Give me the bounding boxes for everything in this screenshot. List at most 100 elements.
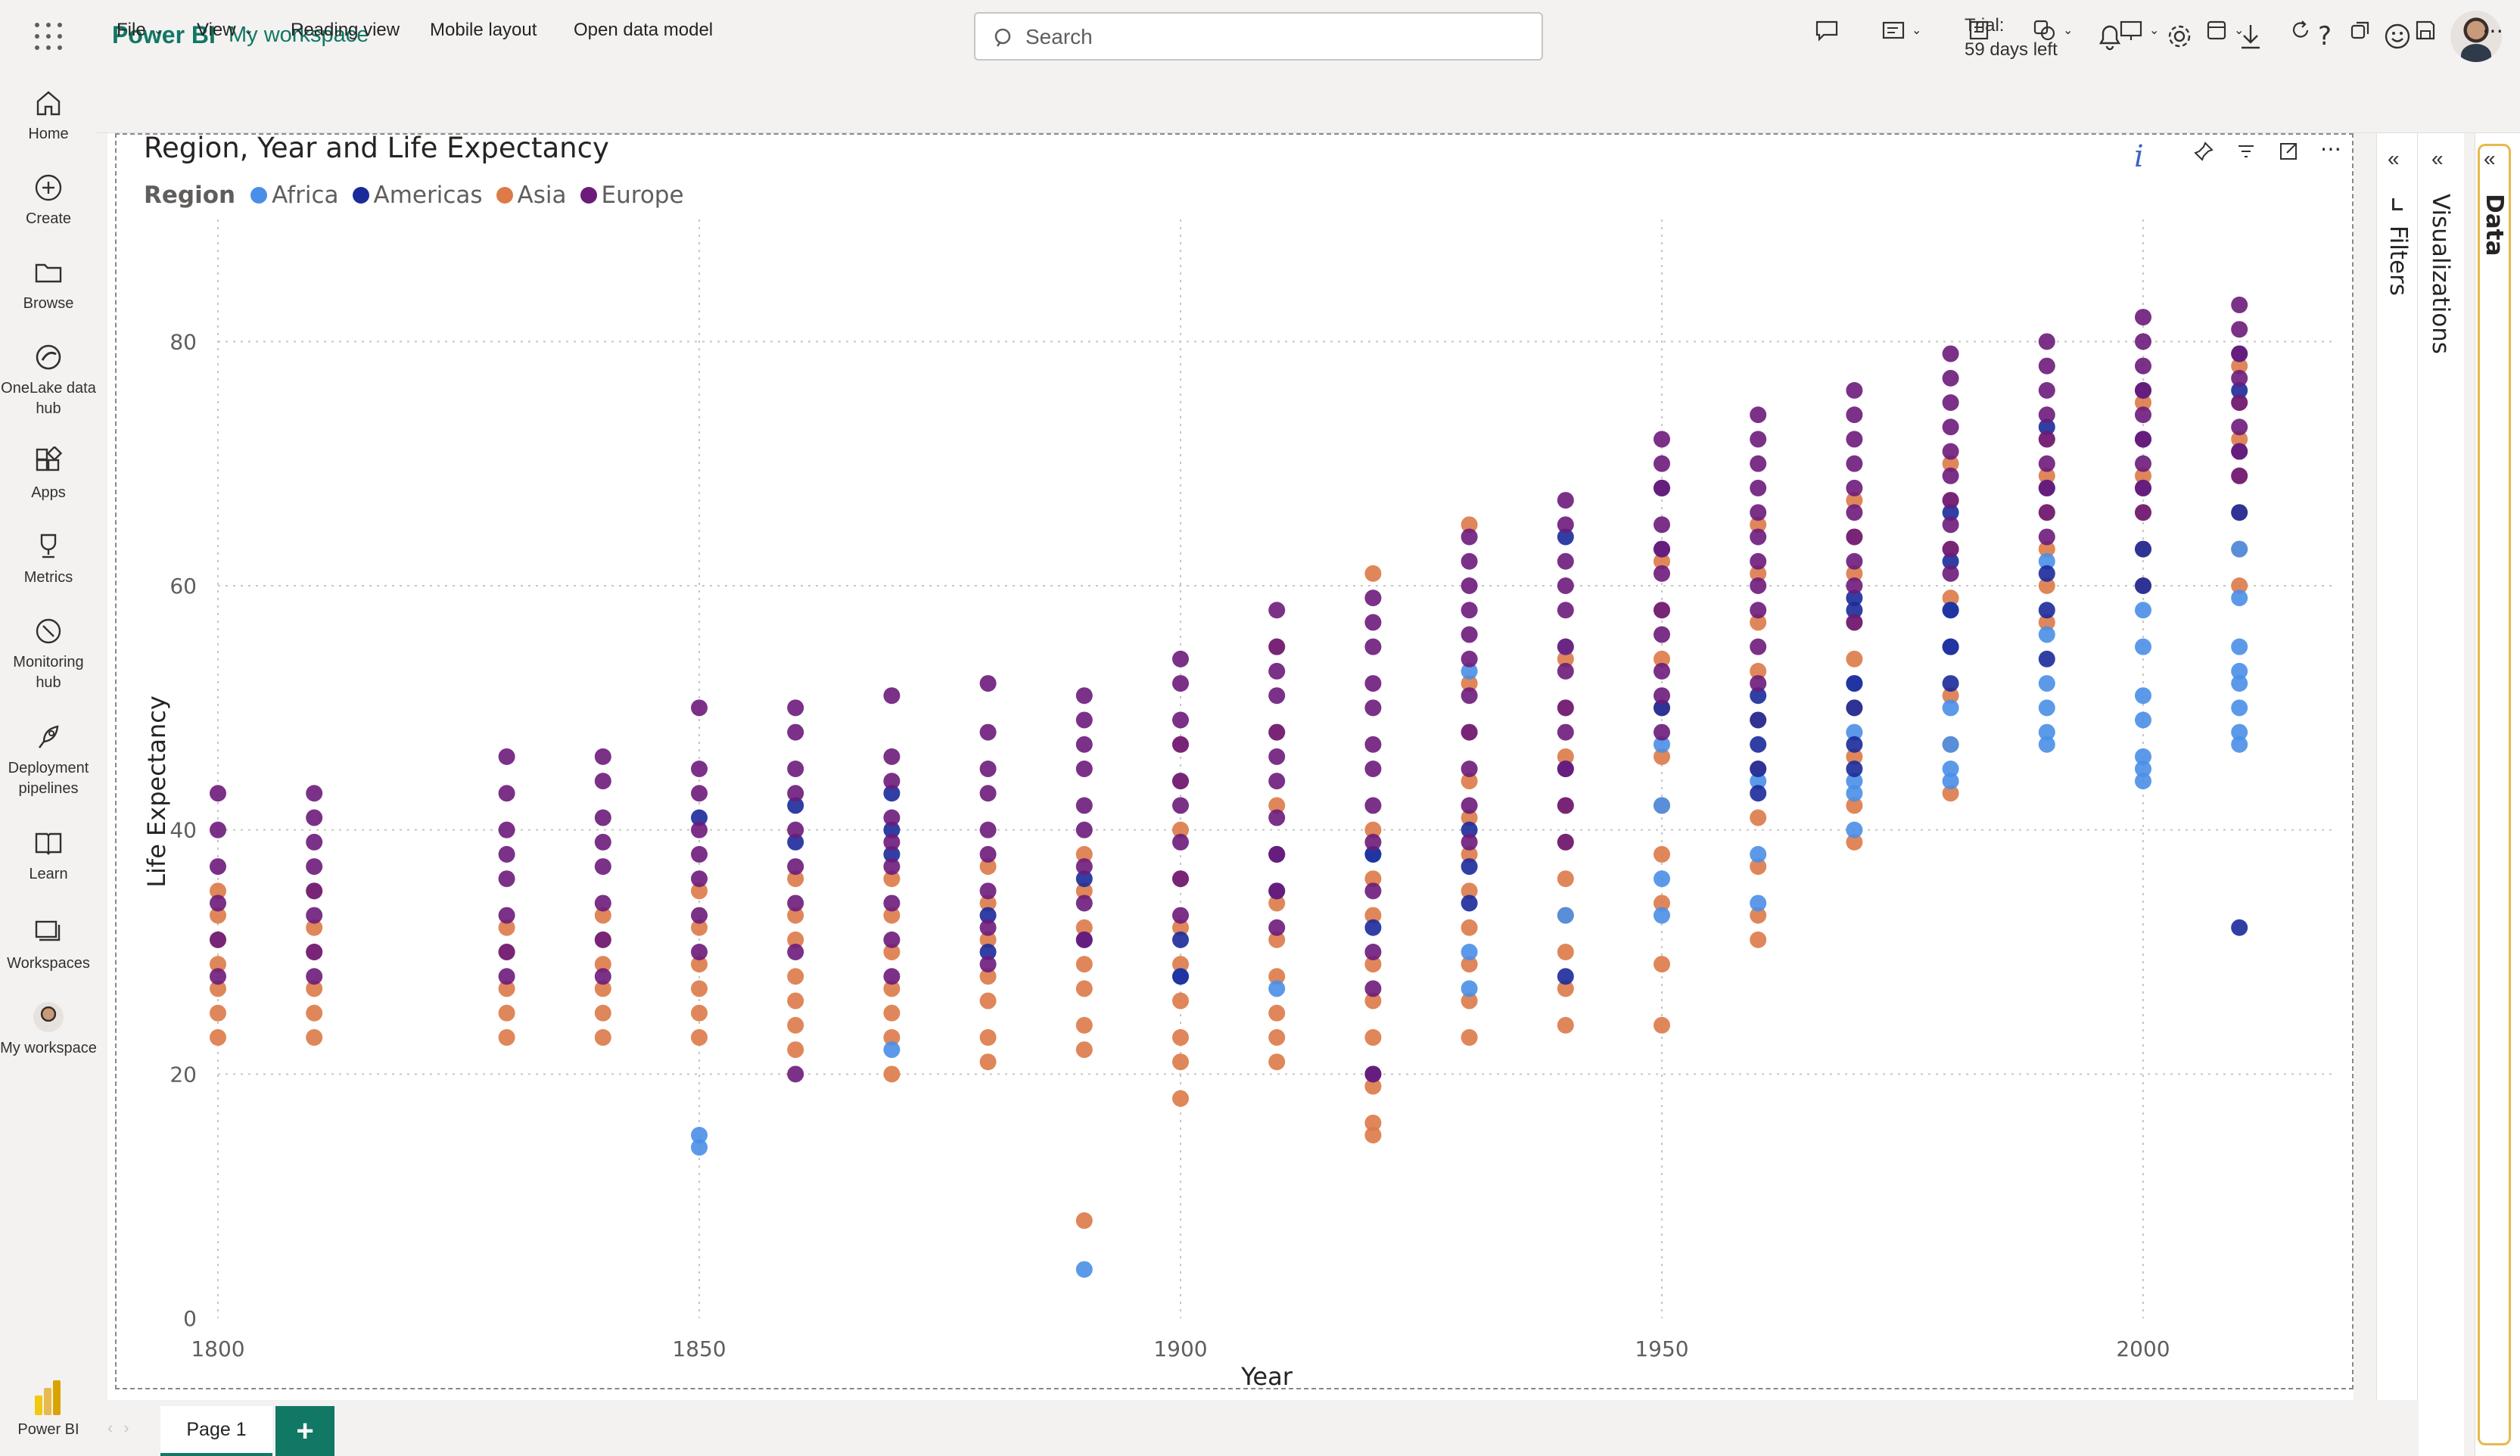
scatter-point-europe[interactable] [2231, 321, 2248, 338]
pin-visual-icon[interactable] [2193, 141, 2214, 166]
scatter-point-africa[interactable] [1942, 699, 1959, 717]
scatter-point-europe[interactable] [787, 723, 804, 741]
scatter-point-europe[interactable] [1075, 821, 1093, 838]
scatter-point-asia[interactable] [1268, 1004, 1286, 1022]
scatter-point-asia[interactable] [979, 858, 997, 876]
scatter-point-europe[interactable] [1557, 492, 1574, 509]
scatter-point-asia[interactable] [2038, 577, 2055, 594]
scatter-point-europe[interactable] [1364, 1066, 1382, 1083]
scatter-point-europe[interactable] [1172, 773, 1189, 790]
scatter-point-europe[interactable] [1846, 504, 1863, 521]
scatter-point-asia[interactable] [883, 907, 901, 924]
nav-home[interactable]: Home [0, 86, 97, 145]
scatter-point-asia[interactable] [498, 1004, 515, 1022]
scatter-point-europe[interactable] [1846, 431, 1863, 448]
present-icon[interactable]: ⌄ [2119, 17, 2159, 44]
scatter-point-europe[interactable] [1364, 980, 1382, 997]
scatter-point-europe[interactable] [1557, 602, 1574, 619]
scatter-point-asia[interactable] [1364, 956, 1382, 973]
scatter-point-americas[interactable] [1846, 761, 1863, 777]
page-tab-1[interactable]: Page 1 [160, 1406, 272, 1456]
scatter-point-europe[interactable] [1461, 602, 1478, 619]
scatter-point-europe[interactable] [498, 821, 515, 838]
scatter-point-asia[interactable] [1172, 1028, 1189, 1046]
scatter-point-europe[interactable] [883, 748, 901, 765]
scatter-point-americas[interactable] [1461, 894, 1478, 912]
scatter-point-africa[interactable] [2135, 748, 2151, 765]
scatter-point-asia[interactable] [1172, 992, 1189, 1010]
scatter-point-europe[interactable] [306, 968, 323, 985]
scatter-point-europe[interactable] [2135, 309, 2151, 326]
scatter-point-asia[interactable] [1075, 1016, 1093, 1034]
scatter-point-asia[interactable] [883, 870, 901, 888]
scatter-point-europe[interactable] [1750, 552, 1767, 570]
scatter-point-europe[interactable] [1268, 602, 1286, 619]
scatter-point-europe[interactable] [1172, 675, 1189, 692]
scatter-point-europe[interactable] [306, 785, 323, 802]
scatter-point-europe[interactable] [1750, 406, 1767, 424]
mobile-layout-button[interactable]: Mobile layout [430, 20, 537, 40]
scatter-point-asia[interactable] [1557, 980, 1574, 997]
scatter-point-europe[interactable] [1172, 711, 1189, 729]
scatter-point-africa[interactable] [883, 1041, 901, 1059]
scatter-point-asia[interactable] [787, 870, 804, 888]
scatter-point-europe[interactable] [1268, 773, 1286, 790]
powerbi-switcher[interactable]: Power BI [0, 1380, 97, 1439]
scatter-point-europe[interactable] [594, 931, 611, 948]
scatter-point-asia[interactable] [1750, 565, 1767, 582]
scatter-point-asia[interactable] [2231, 577, 2248, 594]
add-page-button[interactable]: + [275, 1406, 334, 1456]
scatter-point-africa[interactable] [1846, 821, 1863, 838]
scatter-point-europe[interactable] [1846, 614, 1863, 631]
scatter-point-americas[interactable] [1461, 858, 1478, 876]
scatter-point-europe[interactable] [2135, 357, 2151, 375]
scatter-point-americas[interactable] [1942, 504, 1959, 521]
view-menu-button[interactable]: View ⌄ [197, 17, 254, 44]
scatter-point-americas[interactable] [1750, 761, 1767, 777]
scatter-point-europe[interactable] [1557, 577, 1574, 594]
data-pane[interactable] [2475, 133, 2520, 1456]
scatter-point-europe[interactable] [1461, 797, 1478, 814]
scatter-point-europe[interactable] [1364, 833, 1382, 851]
scatter-point-asia[interactable] [1364, 1127, 1382, 1143]
legend-item-asia[interactable]: Asia [496, 182, 567, 209]
shapes-icon[interactable]: ⌄ [2033, 17, 2073, 44]
scatter-point-europe[interactable] [594, 833, 611, 851]
scatter-point-europe[interactable] [2231, 467, 2248, 484]
scatter-point-asia[interactable] [594, 956, 611, 973]
scatter-point-asia[interactable] [979, 1053, 997, 1071]
scatter-point-asia[interactable] [1557, 650, 1574, 667]
scatter-point-americas[interactable] [2135, 577, 2151, 594]
scatter-point-asia[interactable] [498, 919, 515, 936]
scatter-point-americas[interactable] [1364, 919, 1382, 936]
scatter-point-europe[interactable] [883, 809, 901, 826]
scatter-point-asia[interactable] [1364, 1114, 1382, 1131]
scatter-point-europe[interactable] [306, 907, 323, 924]
scatter-point-europe[interactable] [1654, 565, 1670, 582]
scatter-point-europe[interactable] [787, 858, 804, 876]
scatter-point-europe[interactable] [1942, 345, 1959, 362]
scatter-point-africa[interactable] [2231, 638, 2248, 655]
scatter-point-europe[interactable] [979, 675, 997, 692]
scatter-point-africa[interactable] [2231, 540, 2248, 558]
scatter-point-europe[interactable] [979, 723, 997, 741]
scatter-point-asia[interactable] [787, 968, 804, 985]
scatter-point-asia[interactable] [979, 894, 997, 912]
scatter-point-asia[interactable] [1654, 1016, 1670, 1034]
scatter-point-asia[interactable] [210, 907, 226, 924]
scatter-point-europe[interactable] [1557, 638, 1574, 655]
scatter-point-europe[interactable] [1172, 650, 1189, 667]
scatter-point-europe[interactable] [1846, 455, 1863, 472]
scatter-point-europe[interactable] [1557, 662, 1574, 680]
scatter-point-africa[interactable] [2231, 736, 2248, 753]
filters-pane[interactable]: « Filters [2376, 133, 2417, 1400]
nav-learn[interactable]: Learn [0, 826, 97, 885]
scatter-point-asia[interactable] [787, 907, 804, 924]
scatter-point-europe[interactable] [594, 968, 611, 985]
scatter-point-asia[interactable] [979, 968, 997, 985]
scatter-point-europe[interactable] [1075, 736, 1093, 753]
scatter-point-asia[interactable] [787, 992, 804, 1010]
scatter-point-asia[interactable] [210, 882, 226, 900]
scatter-point-asia[interactable] [2231, 431, 2248, 448]
app-launcher-icon[interactable] [33, 21, 64, 51]
